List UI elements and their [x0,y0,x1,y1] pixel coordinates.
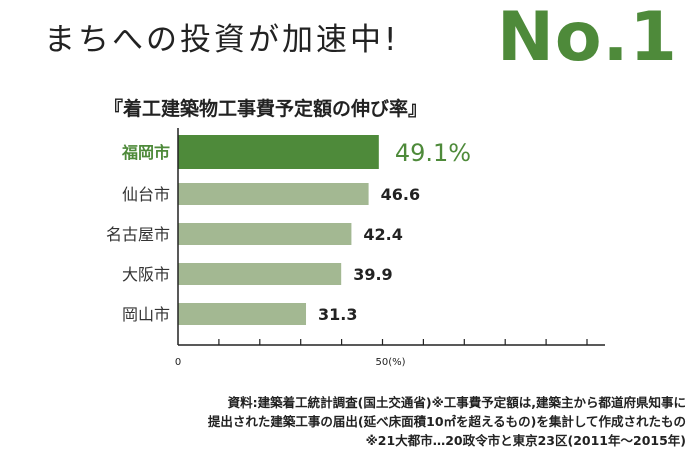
bar [178,183,369,205]
bar [178,135,379,169]
chart-title: 『着工建築物工事費予定額の伸び率』 [104,98,428,120]
value-label: 46.6 [381,185,420,204]
x-tick-label: 0 [175,357,181,368]
footnote-line-2: 提出された建築工事の届出(延べ床面積10㎡を超えるもの)を集計して作成されたもの [207,414,686,429]
category-label: 福岡市 [121,143,170,162]
bar [178,263,342,285]
footnote-line-1: 資料:建築着工統計調査(国土交通省)※工事費予定額は,建築主から都道府県知事に [227,395,686,410]
value-label: 42.4 [363,225,402,244]
value-label: 49.1% [395,139,471,167]
category-label: 大阪市 [122,265,170,284]
footnote-line-3: ※21大都市…20政令市と東京23区(2011年〜2015年) [365,433,686,448]
category-label: 岡山市 [122,305,170,324]
category-label: 仙台市 [122,185,170,204]
headline: まちへの投資が加速中! [44,22,400,58]
bar [178,223,352,245]
value-label: 39.9 [353,265,392,284]
value-label: 31.3 [318,305,357,324]
x-tick-label: 50(%) [375,357,405,368]
category-label: 名古屋市 [106,225,170,244]
rank-badge: No.1 [497,0,678,77]
bar [178,303,307,325]
